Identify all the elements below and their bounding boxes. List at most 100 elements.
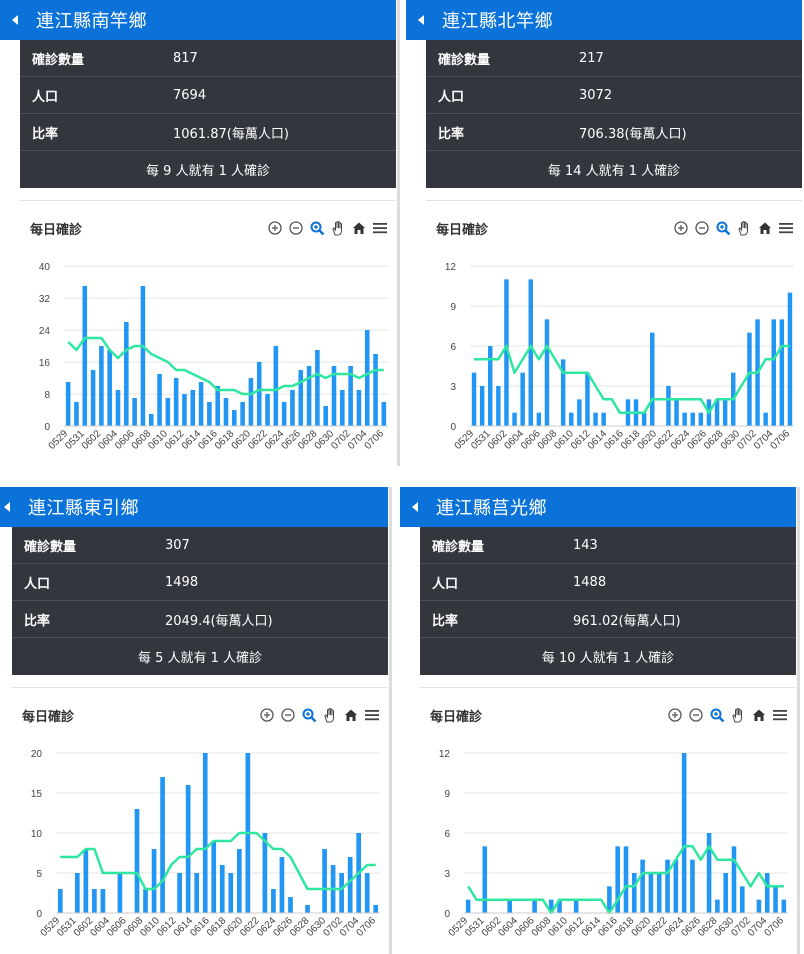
menu-icon[interactable] xyxy=(771,706,788,723)
bar xyxy=(194,873,200,913)
bar xyxy=(781,899,787,913)
stat-label: 比率 xyxy=(32,126,59,142)
pan-hand-icon[interactable] xyxy=(729,706,746,723)
bar xyxy=(764,873,770,913)
y-tick-label: 32 xyxy=(39,294,51,305)
moving-average-line xyxy=(67,336,384,396)
bar xyxy=(557,899,562,913)
back-arrow-icon[interactable] xyxy=(4,502,10,512)
zoom-out-icon[interactable] xyxy=(279,706,296,723)
zoom-in-icon[interactable] xyxy=(258,706,275,723)
chart-toolbar xyxy=(266,219,388,236)
stats-footer: 每 14 人就有 1 人確診 xyxy=(547,164,681,179)
zoom-in-icon[interactable] xyxy=(666,706,683,723)
daily-cases-chart: 0 3 6 9 12 0529 0531 0602 0604 0606 0608 0610 0612 06… xyxy=(420,687,796,954)
home-icon[interactable] xyxy=(350,219,367,236)
bar xyxy=(236,849,242,913)
magnify-icon[interactable] xyxy=(714,219,731,236)
back-arrow-icon[interactable] xyxy=(12,15,18,25)
stats-footer: 每 5 人就有 1 人確診 xyxy=(137,651,263,666)
region-card-beigan: 連江縣北竿鄉 確診數量 217 人口 3072 比率 706.38(每萬人口) 每 1… xyxy=(406,0,802,452)
home-icon[interactable] xyxy=(342,706,359,723)
zoom-out-icon[interactable] xyxy=(287,219,304,236)
pan-hand-icon[interactable] xyxy=(321,706,338,723)
bar xyxy=(219,865,225,913)
bar xyxy=(560,359,566,426)
magnify-icon[interactable] xyxy=(708,706,725,723)
column-divider xyxy=(389,487,392,954)
bar xyxy=(787,292,793,426)
bar xyxy=(339,873,344,913)
bar xyxy=(323,406,328,426)
bar xyxy=(290,390,295,426)
bar xyxy=(544,319,550,426)
magnify-icon[interactable] xyxy=(300,706,317,723)
bar xyxy=(157,374,162,426)
menu-icon[interactable] xyxy=(363,706,380,723)
bar xyxy=(373,905,379,913)
pan-hand-icon[interactable] xyxy=(735,219,752,236)
chart-plot: 0369120529053106020604060606080610061206… xyxy=(439,749,788,939)
bar xyxy=(641,412,647,426)
pan-hand-icon[interactable] xyxy=(329,219,346,236)
back-arrow-icon[interactable] xyxy=(418,15,424,25)
bar xyxy=(573,899,579,913)
zoom-in-icon[interactable] xyxy=(266,219,283,236)
bar xyxy=(528,279,533,426)
bar xyxy=(650,332,655,426)
y-tick-label: 9 xyxy=(444,789,450,800)
back-arrow-icon[interactable] xyxy=(412,502,418,512)
bar xyxy=(262,833,268,913)
bar xyxy=(356,390,362,426)
bar xyxy=(665,859,670,913)
region-card-dongyin: 連江縣東引鄉 確診數量 307 人口 1498 比率 2049.4(每萬人口) 每 5… xyxy=(0,487,388,939)
bar xyxy=(100,889,106,913)
stat-label: 比率 xyxy=(24,613,51,629)
chart-plot: 0369120529053106020604060606080610061206… xyxy=(445,262,794,452)
bar xyxy=(681,753,687,913)
column-divider xyxy=(797,487,800,954)
region-title: 連江縣北竿鄉 xyxy=(442,11,553,32)
bar xyxy=(182,394,187,426)
x-tick-label: 0706 xyxy=(363,428,387,452)
home-icon[interactable] xyxy=(750,706,767,723)
menu-icon[interactable] xyxy=(371,219,388,236)
y-tick-label: 20 xyxy=(31,749,43,760)
menu-icon[interactable] xyxy=(777,219,794,236)
stats-table: 確診數量 817 人口 7694 比率 1061.87(每萬人口) 每 9 人就有 1… xyxy=(20,40,396,188)
y-tick-label: 9 xyxy=(450,302,456,313)
bar xyxy=(148,414,154,426)
chart-title: 每日確診 xyxy=(22,710,75,725)
bar xyxy=(177,873,182,913)
stats-table: 確診數量 217 人口 3072 比率 706.38(每萬人口) 每 14 人就有 1… xyxy=(426,40,802,188)
bar xyxy=(623,846,629,913)
zoom-out-icon[interactable] xyxy=(687,706,704,723)
bar xyxy=(288,897,293,913)
chart-plot: 0510152005290531060206040606060806100612… xyxy=(31,749,380,939)
bar xyxy=(656,873,662,913)
y-tick-label: 0 xyxy=(44,422,50,433)
stat-label: 人口 xyxy=(32,89,59,105)
y-tick-label: 12 xyxy=(445,262,457,273)
magnify-icon[interactable] xyxy=(308,219,325,236)
bar xyxy=(471,372,477,426)
bar xyxy=(298,370,304,426)
bar xyxy=(632,873,637,913)
bar xyxy=(92,889,97,913)
stats-footer: 每 10 人就有 1 人確診 xyxy=(541,651,675,666)
stat-label: 人口 xyxy=(432,576,459,592)
zoom-in-icon[interactable] xyxy=(672,219,689,236)
bar xyxy=(134,809,140,913)
bar xyxy=(373,354,378,426)
stat-label: 確診數量 xyxy=(432,539,485,555)
y-tick-label: 5 xyxy=(36,869,42,880)
bar xyxy=(496,386,501,426)
bar xyxy=(82,286,88,426)
home-icon[interactable] xyxy=(756,219,773,236)
y-tick-label: 6 xyxy=(444,829,450,840)
zoom-out-icon[interactable] xyxy=(693,219,710,236)
bar xyxy=(747,332,752,426)
bar xyxy=(507,899,512,913)
bar xyxy=(185,785,191,913)
moving-average-line xyxy=(474,344,790,414)
